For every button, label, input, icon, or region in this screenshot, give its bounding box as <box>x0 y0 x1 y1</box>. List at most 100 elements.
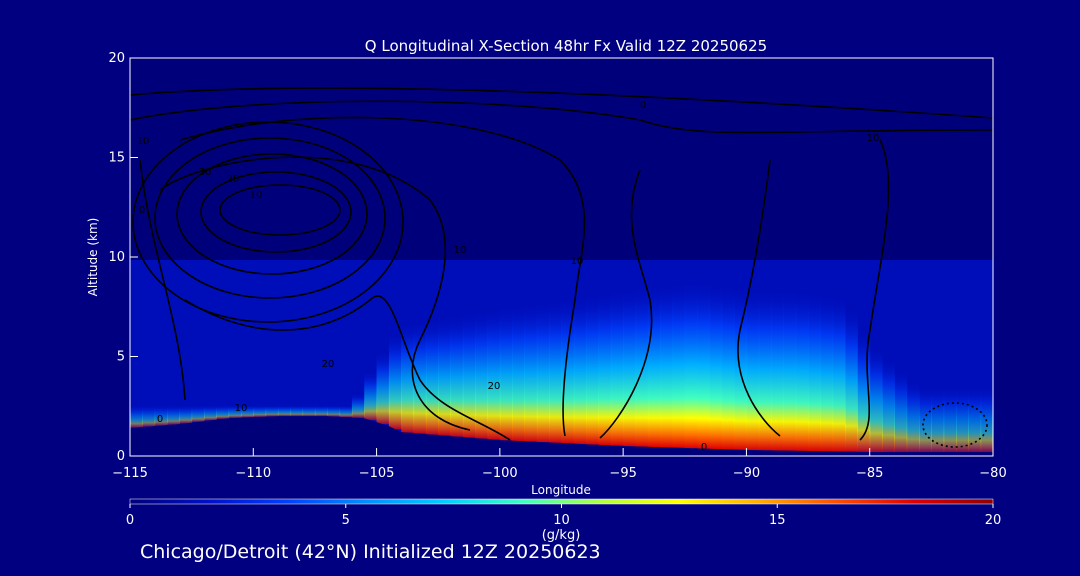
moisture-column <box>413 321 427 434</box>
x-tick-label: −95 <box>609 466 636 481</box>
moisture-column <box>795 289 809 451</box>
moisture-column <box>968 387 982 453</box>
moisture-column <box>277 405 291 417</box>
moisture-column <box>610 289 624 446</box>
moisture-bands <box>130 280 993 453</box>
moisture-column <box>561 298 575 444</box>
moisture-column <box>265 405 279 417</box>
moisture-column <box>647 285 661 448</box>
contour-ring <box>219 184 341 236</box>
moisture-column <box>314 405 328 417</box>
contour-label: 0 <box>640 100 646 111</box>
colorbar-label: (g/kg) <box>542 528 581 543</box>
x-axis-ticks: −115 −110 −105 −100 −95 −90 −85 −80 <box>112 448 1007 481</box>
moisture-column <box>820 294 834 452</box>
contour-ring <box>154 137 386 299</box>
contour-label: 20 <box>227 174 240 185</box>
moisture-column <box>240 405 254 418</box>
moisture-column <box>536 301 550 443</box>
moisture-column <box>487 307 501 440</box>
contour-dotted <box>922 402 988 448</box>
colorbar-tick-label: 5 <box>342 513 350 528</box>
moisture-column <box>758 288 772 451</box>
moisture-column <box>635 286 649 447</box>
colorbar-tick-label: 10 <box>553 513 570 528</box>
colorbar-ticks: 0 5 10 15 20 <box>126 504 1001 528</box>
moisture-column <box>401 323 415 433</box>
contour-line <box>130 100 993 134</box>
colorbar-tick-label: 20 <box>985 513 1002 528</box>
contour-label: 20 <box>488 381 501 392</box>
moisture-column <box>524 303 538 442</box>
moisture-column <box>376 351 390 425</box>
moisture-column <box>832 296 846 452</box>
moisture-column <box>771 288 784 451</box>
x-tick-label: −90 <box>733 466 760 481</box>
moisture-column <box>894 370 908 453</box>
moisture-column <box>549 300 562 443</box>
colorbar-tick-label: 15 <box>769 513 786 528</box>
moisture-column <box>438 316 452 436</box>
moisture-column <box>931 387 945 453</box>
contour-labels: 10 30 20 10 0 0 10 20 10 20 0 0 10 10 <box>137 100 880 453</box>
y-tick-label: 0 <box>117 449 125 464</box>
contour-label: 0 <box>157 414 163 425</box>
moisture-column <box>869 348 883 453</box>
contour-line <box>859 139 890 441</box>
contour-label: 0 <box>701 442 707 453</box>
plot-area: 10 30 20 10 0 0 10 20 10 20 0 0 10 10 <box>130 58 993 456</box>
contour-label: 10 <box>867 133 880 144</box>
contour-label: 10 <box>571 256 584 267</box>
moisture-column <box>684 280 698 449</box>
moisture-column <box>475 310 489 439</box>
moisture-column <box>216 405 230 419</box>
moisture-column <box>166 405 180 425</box>
moisture-column <box>253 405 267 417</box>
moisture-column <box>512 304 526 441</box>
y-axis-ticks: 0 5 10 15 20 <box>108 51 138 464</box>
x-tick-label: −110 <box>235 466 271 481</box>
moisture-column <box>586 294 599 445</box>
moisture-column <box>351 394 365 418</box>
y-tick-label: 5 <box>117 350 125 365</box>
contour-label: 10 <box>137 136 150 147</box>
moisture-column <box>783 288 797 451</box>
moisture-column <box>327 405 341 417</box>
x-axis-label: Longitude <box>531 483 591 497</box>
x-tick-label: −100 <box>482 466 518 481</box>
contour-line <box>139 159 186 401</box>
contour-label: 10 <box>250 190 263 201</box>
moisture-column <box>746 288 760 451</box>
y-tick-label: 20 <box>108 51 125 66</box>
moisture-column <box>808 292 821 452</box>
moisture-column <box>203 405 217 421</box>
moisture-column <box>154 405 168 426</box>
contour-ring <box>176 153 368 275</box>
y-tick-label: 10 <box>108 250 125 265</box>
moisture-column <box>919 387 932 453</box>
contour-ring <box>200 171 352 253</box>
moisture-column <box>956 387 969 453</box>
moisture-column <box>142 405 156 427</box>
moisture-column <box>388 333 402 430</box>
moisture-column <box>364 371 378 421</box>
moisture-column <box>660 283 673 448</box>
moisture-column <box>845 308 858 452</box>
x-tick-label: −85 <box>856 466 883 481</box>
chart-title: Q Longitudinal X-Section 48hr Fx Valid 1… <box>365 37 767 55</box>
contour-line <box>737 159 781 437</box>
moisture-column <box>906 381 920 453</box>
contour-label: 10 <box>454 245 467 256</box>
moisture-column <box>573 296 587 444</box>
colorbar-tick-label: 0 <box>126 513 134 528</box>
moisture-column <box>499 306 513 441</box>
moisture-column <box>882 359 895 453</box>
contour-label: 20 <box>322 359 335 370</box>
moisture-column <box>130 405 143 428</box>
contour-line <box>599 169 653 439</box>
contour-label: 10 <box>235 403 248 414</box>
x-tick-label: −115 <box>112 466 148 481</box>
moisture-column <box>290 405 304 417</box>
contour-label: 30 <box>199 167 212 178</box>
